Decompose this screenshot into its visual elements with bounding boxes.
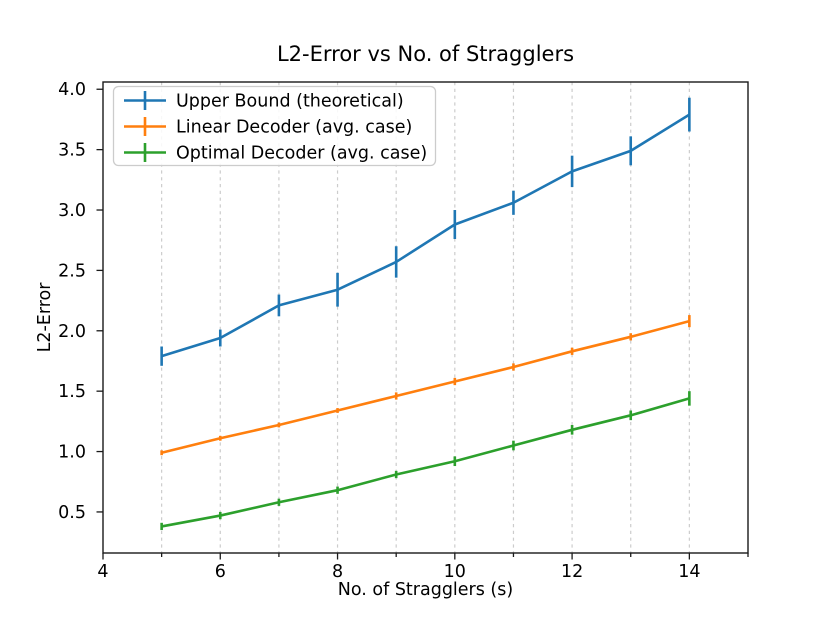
legend-entry: Optimal Decoder (avg. case) — [124, 143, 427, 164]
series-linear-decoder — [160, 315, 691, 456]
series-line-linear-decoder — [161, 319, 690, 455]
y-tick-label: 3.0 — [58, 201, 86, 221]
y-tick-label: 4.0 — [58, 80, 86, 100]
legend: Upper Bound (theoretical) Linear Decoder… — [112, 85, 437, 167]
series-optimal-decoder — [160, 391, 691, 531]
plot-border — [102, 81, 749, 554]
x-tick-label: 12 — [561, 562, 583, 582]
legend-label: Optimal Decoder (avg. case) — [176, 144, 427, 164]
x-tick-label: 14 — [678, 562, 700, 582]
legend-frame — [112, 85, 437, 167]
legend-label: Upper Bound (theoretical) — [176, 92, 404, 112]
chart-title: L2-Error vs No. of Stragglers — [277, 42, 574, 66]
y-tick-label: 1.0 — [58, 443, 86, 463]
x-tick-label: 10 — [444, 562, 466, 582]
x-axis-label: No. of Stragglers (s) — [338, 580, 513, 600]
y-tick-label: 1.5 — [58, 382, 86, 402]
y-tick-label: 3.5 — [58, 141, 86, 161]
axis-ticks: 4 6 8 10 12 14 0.5 1.0 1.5 2.0 2.5 3.0 3.5 4.0 — [58, 80, 749, 582]
legend-label: Linear Decoder (avg. case) — [176, 118, 412, 138]
series-line-upper-bound — [161, 113, 691, 358]
series-upper-bound — [160, 97, 691, 366]
x-tick-label: 8 — [332, 562, 343, 582]
legend-entry: Upper Bound (theoretical) — [124, 91, 404, 112]
y-tick-label: 2.5 — [58, 261, 86, 281]
axes-spines — [102, 81, 749, 554]
y-tick-label: 2.0 — [58, 322, 86, 342]
x-tick-label: 6 — [215, 562, 226, 582]
x-tick-label: 4 — [97, 562, 108, 582]
data-series — [160, 97, 691, 531]
y-axis-label: L2-Error — [35, 282, 55, 353]
legend-entry: Linear Decoder (avg. case) — [124, 117, 412, 138]
series-line-optimal-decoder — [161, 397, 690, 528]
y-tick-label: 0.5 — [58, 503, 86, 523]
